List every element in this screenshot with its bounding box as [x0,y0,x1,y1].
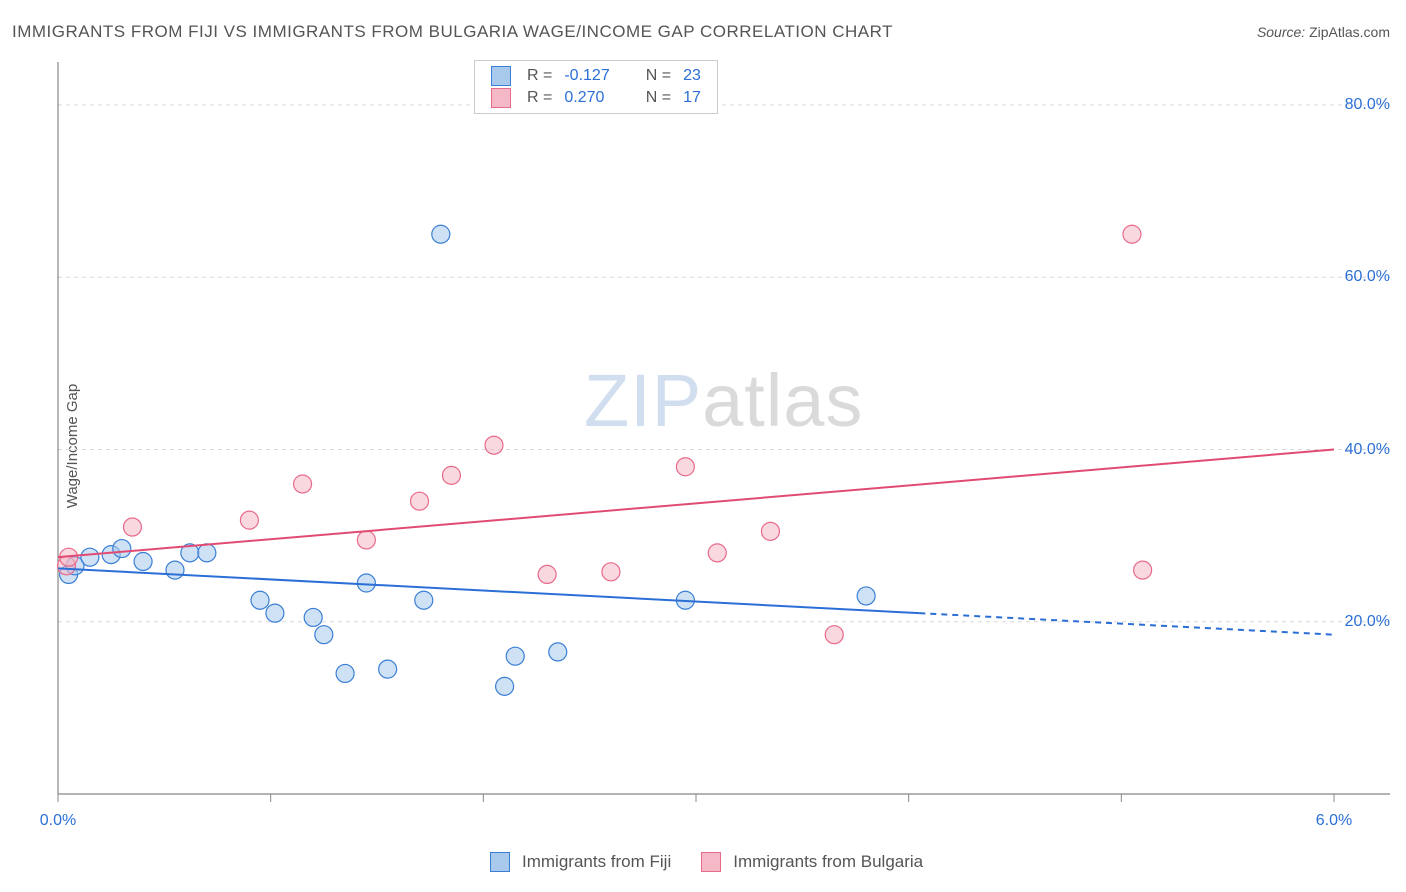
r-label: R = [521,87,558,109]
r-value-fiji: -0.127 [558,65,615,87]
stats-legend: R = -0.127 N = 23 R = 0.270 N = 17 [474,60,718,114]
y-tick-label: 80.0% [1345,96,1390,114]
stats-row-bulgaria: R = 0.270 N = 17 [485,87,707,109]
x-tick-label: 6.0% [1316,812,1352,830]
source-attribution: Source: ZipAtlas.com [1257,24,1390,40]
y-tick-label: 40.0% [1345,441,1390,459]
swatch-fiji-icon [490,852,510,872]
r-value-bulgaria: 0.270 [558,87,615,109]
swatch-bulgaria [491,88,511,108]
chart-container: IMMIGRANTS FROM FIJI VS IMMIGRANTS FROM … [0,0,1406,892]
source-label: Source: [1257,24,1305,40]
n-label: N = [640,87,677,109]
n-label: N = [640,65,677,87]
legend-item-fiji: Immigrants from Fiji [490,852,671,872]
legend-label-fiji: Immigrants from Fiji [522,852,671,872]
swatch-bulgaria-icon [701,852,721,872]
n-value-bulgaria: 17 [677,87,707,109]
source-value: ZipAtlas.com [1309,24,1390,40]
plot-area: R = -0.127 N = 23 R = 0.270 N = 17 ZIPat… [54,58,1394,828]
y-tick-label: 60.0% [1345,268,1390,286]
stats-table: R = -0.127 N = 23 R = 0.270 N = 17 [485,65,707,109]
bottom-legend: Immigrants from Fiji Immigrants from Bul… [490,852,923,872]
swatch-fiji [491,66,511,86]
n-value-fiji: 23 [677,65,707,87]
legend-item-bulgaria: Immigrants from Bulgaria [701,852,923,872]
chart-title: IMMIGRANTS FROM FIJI VS IMMIGRANTS FROM … [12,22,893,42]
legend-label-bulgaria: Immigrants from Bulgaria [733,852,923,872]
stats-row-fiji: R = -0.127 N = 23 [485,65,707,87]
chart-svg [54,58,1394,828]
y-tick-label: 20.0% [1345,613,1390,631]
r-label: R = [521,65,558,87]
x-tick-label: 0.0% [40,812,76,830]
